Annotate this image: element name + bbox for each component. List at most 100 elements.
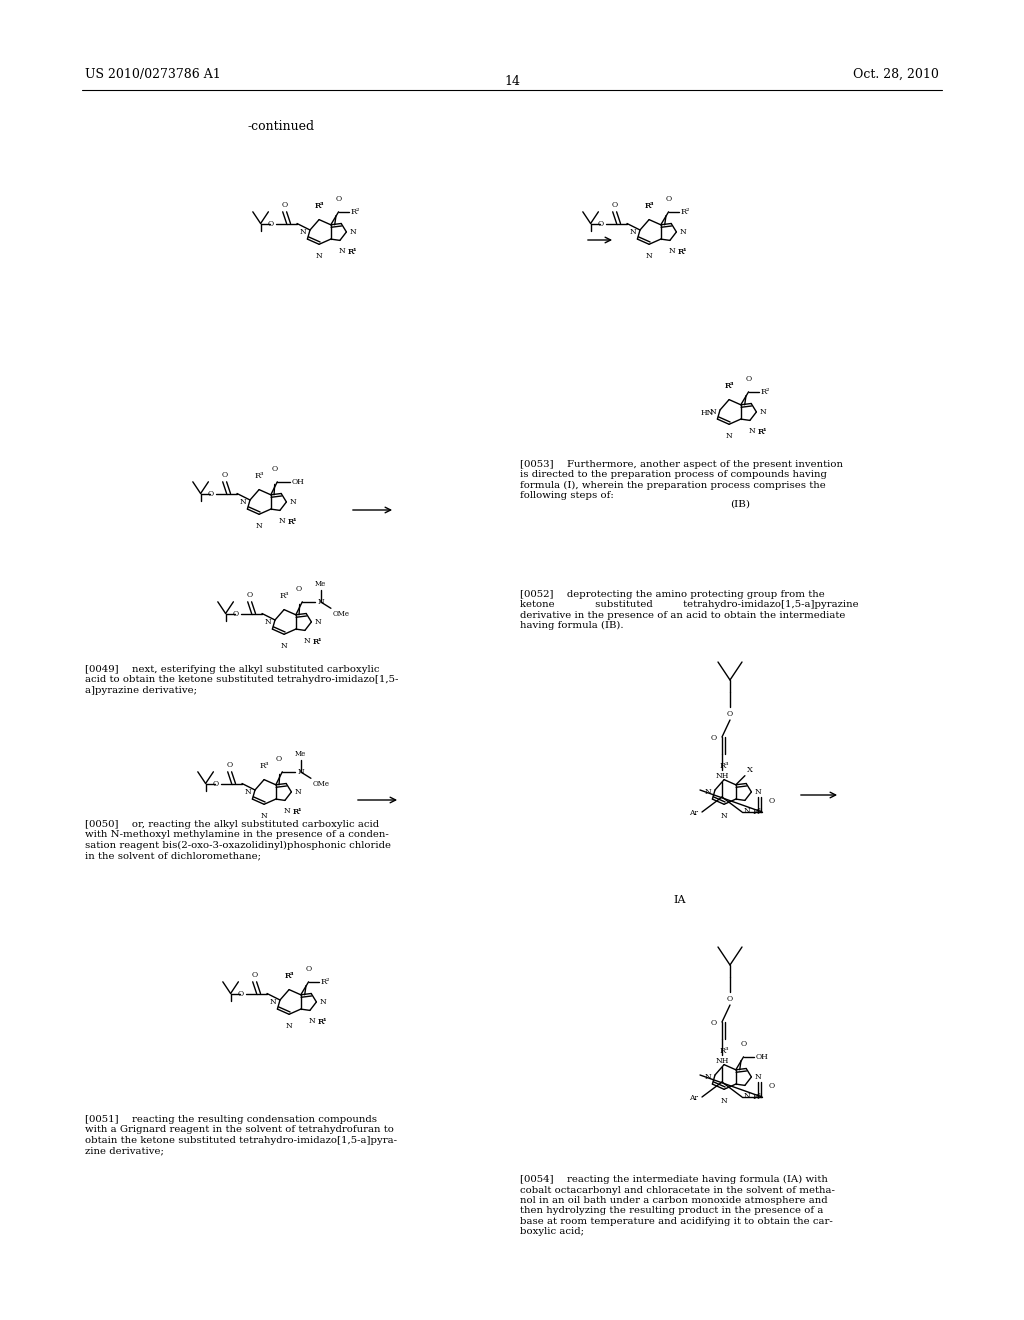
Text: R¹: R¹	[678, 248, 687, 256]
Text: R¹: R¹	[313, 639, 323, 647]
Text: O: O	[226, 762, 232, 770]
Text: R²: R²	[681, 207, 690, 215]
Text: N: N	[721, 812, 727, 820]
Text: R¹: R¹	[288, 519, 297, 527]
Text: N: N	[269, 998, 276, 1006]
Text: N: N	[261, 812, 267, 820]
Text: N: N	[245, 788, 251, 796]
Text: 14: 14	[504, 75, 520, 88]
Text: O: O	[597, 219, 603, 227]
Text: Me: Me	[314, 579, 326, 587]
Text: R³: R³	[280, 591, 289, 599]
Text: R³: R³	[719, 762, 729, 770]
Text: O: O	[247, 591, 253, 599]
Text: OH: OH	[756, 1053, 769, 1061]
Text: R¹: R¹	[317, 1019, 328, 1027]
Text: N: N	[760, 408, 766, 416]
Text: N: N	[349, 228, 356, 236]
Text: R³: R³	[314, 202, 324, 210]
Text: X: X	[746, 766, 753, 774]
Text: N: N	[743, 808, 751, 816]
Text: [0049]  next, esterifying the alkyl substituted carboxylic
acid to obtain the ke: [0049] next, esterifying the alkyl subst…	[85, 665, 398, 694]
Text: R¹: R¹	[348, 248, 357, 256]
Text: Oct. 28, 2010: Oct. 28, 2010	[853, 69, 939, 81]
Text: OH: OH	[292, 478, 304, 486]
Text: R³: R³	[285, 972, 294, 979]
Text: N: N	[290, 498, 296, 506]
Text: R³: R³	[254, 471, 264, 479]
Text: R²: R²	[761, 388, 770, 396]
Text: N: N	[279, 517, 286, 525]
Text: R¹: R¹	[753, 1093, 763, 1101]
Text: R²: R²	[351, 207, 360, 215]
Text: N: N	[303, 638, 310, 645]
Text: R¹: R¹	[317, 1019, 328, 1027]
Text: O: O	[727, 995, 733, 1003]
Text: N: N	[755, 1073, 761, 1081]
Text: R¹: R¹	[293, 808, 302, 816]
Text: HN: HN	[700, 409, 714, 417]
Text: O: O	[221, 471, 227, 479]
Text: [0051]  reacting the resulting condensation compounds
with a Grignard reagent in: [0051] reacting the resulting condensati…	[85, 1115, 397, 1155]
Text: -continued: -continued	[248, 120, 315, 133]
Text: N: N	[264, 618, 271, 626]
Text: O: O	[212, 780, 218, 788]
Text: R¹: R¹	[758, 429, 767, 437]
Text: [0054]  reacting the intermediate having formula (IA) with
cobalt octacarbonyl a: [0054] reacting the intermediate having …	[520, 1175, 835, 1236]
Text: N: N	[710, 408, 716, 416]
Text: O: O	[271, 465, 278, 473]
Text: N: N	[705, 788, 711, 796]
Text: N: N	[315, 252, 323, 260]
Text: O: O	[711, 734, 717, 742]
Text: N: N	[339, 247, 345, 255]
Text: Me: Me	[295, 750, 306, 758]
Text: R¹: R¹	[678, 248, 687, 256]
Text: O: O	[282, 201, 288, 209]
Text: O: O	[727, 710, 733, 718]
Text: N: N	[256, 523, 262, 531]
Text: N: N	[308, 1018, 315, 1026]
Text: OMe: OMe	[312, 780, 329, 788]
Text: N: N	[240, 498, 246, 506]
Text: OMe: OMe	[332, 610, 349, 618]
Text: N: N	[721, 1097, 727, 1105]
Text: N: N	[297, 768, 304, 776]
Text: [0053]  Furthermore, another aspect of the present invention
is directed to the : [0053] Furthermore, another aspect of th…	[520, 459, 843, 500]
Text: R³: R³	[314, 202, 324, 210]
Text: O: O	[267, 219, 273, 227]
Text: O: O	[208, 490, 214, 498]
Text: N: N	[314, 618, 322, 626]
Text: N: N	[749, 428, 756, 436]
Text: N: N	[299, 228, 306, 236]
Text: [0050]  or, reacting the alkyl substituted carboxylic acid
with N-methoxyl methy: [0050] or, reacting the alkyl substitute…	[85, 820, 391, 861]
Text: N: N	[317, 598, 324, 606]
Text: N: N	[743, 1093, 751, 1101]
Text: R¹: R¹	[313, 639, 323, 647]
Text: N: N	[284, 808, 290, 816]
Text: O: O	[305, 965, 311, 973]
Text: N: N	[281, 643, 288, 651]
Text: O: O	[666, 195, 672, 203]
Text: O: O	[238, 990, 244, 998]
Text: N: N	[319, 998, 327, 1006]
Text: O: O	[740, 1040, 746, 1048]
Text: (IB): (IB)	[730, 500, 750, 510]
Text: R¹: R¹	[288, 519, 297, 527]
Text: N: N	[646, 252, 652, 260]
Text: R³: R³	[719, 1047, 729, 1055]
Text: N: N	[669, 247, 675, 255]
Text: O: O	[611, 201, 617, 209]
Text: O: O	[711, 1019, 717, 1027]
Text: N: N	[726, 433, 732, 441]
Text: O: O	[769, 797, 775, 805]
Text: R¹: R¹	[753, 808, 763, 816]
Text: IA: IA	[674, 895, 686, 906]
Text: N: N	[630, 228, 636, 236]
Text: N: N	[755, 788, 761, 796]
Text: O: O	[232, 610, 239, 618]
Text: Ar: Ar	[689, 809, 698, 817]
Text: O: O	[275, 755, 282, 763]
Text: R³: R³	[644, 202, 654, 210]
Text: R³: R³	[644, 202, 654, 210]
Text: O: O	[295, 585, 301, 593]
